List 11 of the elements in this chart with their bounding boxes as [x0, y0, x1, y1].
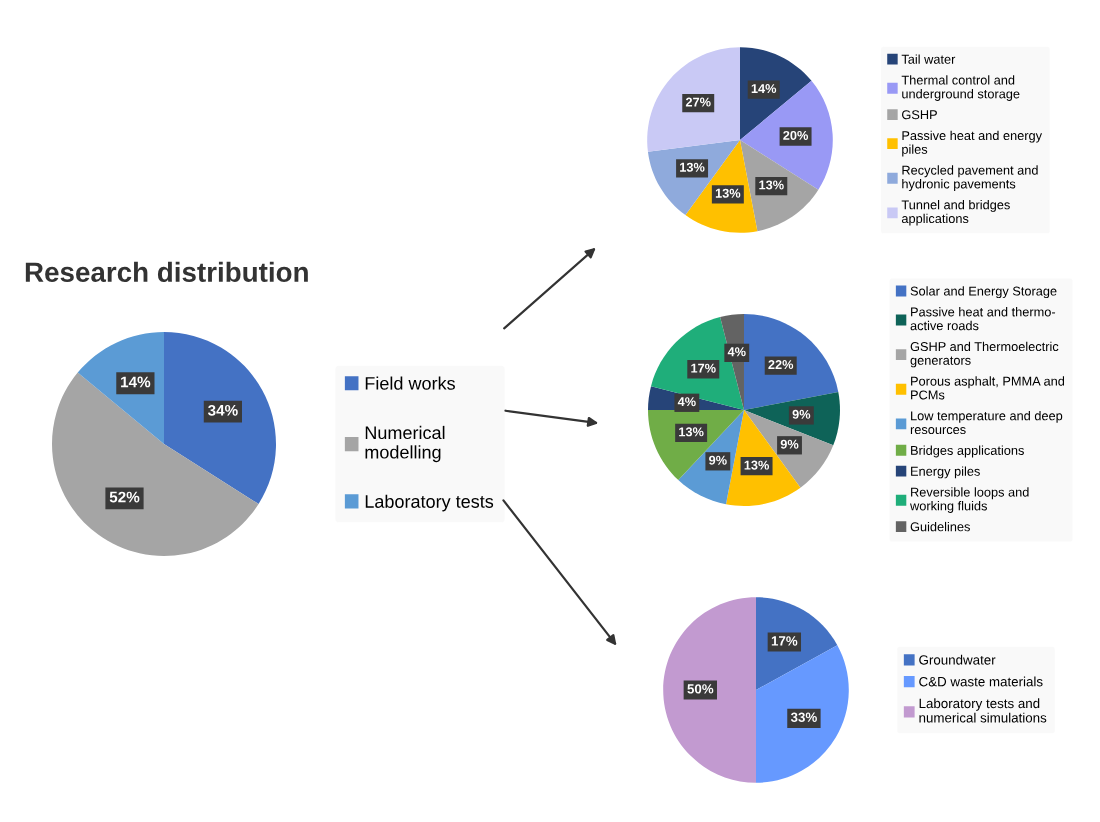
- chart-title: Research distribution: [25, 261, 308, 283]
- legend-label: Laboratory tests: [365, 494, 494, 512]
- pie-slice: [740, 80, 833, 190]
- pie-slice: [647, 47, 740, 152]
- legend-label: Numerical modelling: [365, 425, 445, 463]
- pie-slice: [756, 645, 849, 783]
- legend-label: Field works: [365, 376, 455, 390]
- pie-slice: [164, 332, 276, 505]
- pie-slice: [663, 597, 756, 783]
- pie-slice: [744, 314, 839, 410]
- pie-slice: [52, 372, 259, 556]
